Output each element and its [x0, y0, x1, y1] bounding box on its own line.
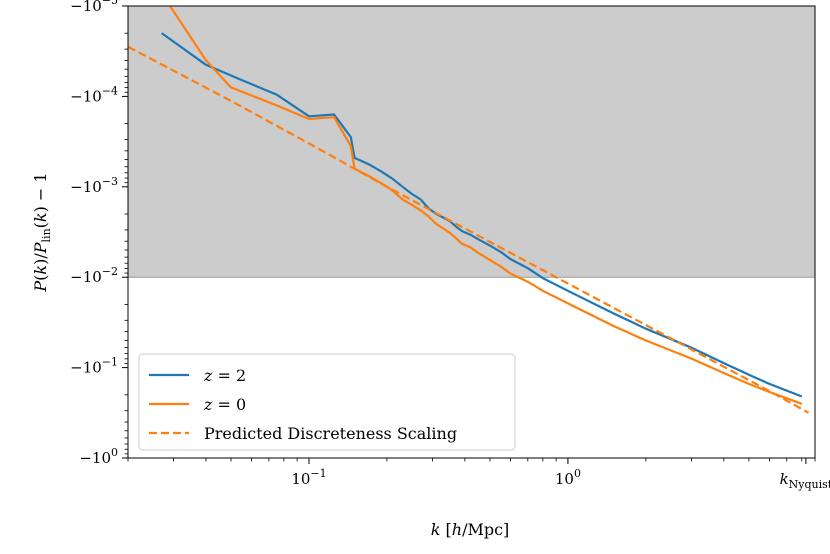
y-axis-label: P(k)/Plin(k) − 1: [31, 172, 53, 292]
y-tick-label: −100: [79, 446, 118, 467]
series-line-2: [128, 45, 810, 414]
tick-layer: 10−1 100 kNyquist −10−5 −10−4 −10−3 −10−2 −10−1…: [70, 0, 830, 491]
legend-label-1: z = 0: [203, 395, 246, 414]
x-tick-label: 10−1: [291, 467, 326, 488]
x-tick-label: 100: [555, 467, 581, 488]
y-tick-label: −10−3: [70, 175, 118, 196]
legend-box: [138, 353, 516, 451]
legend-label-0: z = 2: [203, 366, 246, 385]
series-line-1: [168, 6, 803, 405]
series-layer: [128, 6, 810, 414]
y-tick-label: −10−1: [70, 356, 118, 377]
plot-frame: [127, 5, 816, 459]
x-axis-label: k [h/Mpc]: [431, 520, 510, 539]
legend-label-2: Predicted Discreteness Scaling: [204, 424, 457, 443]
y-tick-label: −10−2: [70, 265, 118, 286]
x-tick-label: kNyquist: [780, 470, 830, 491]
legend: z = 2 z = 0 Predicted Discreteness Scaling: [138, 353, 516, 451]
y-tick-label: −10−5: [70, 0, 118, 15]
y-tick-label: −10−4: [70, 84, 118, 105]
